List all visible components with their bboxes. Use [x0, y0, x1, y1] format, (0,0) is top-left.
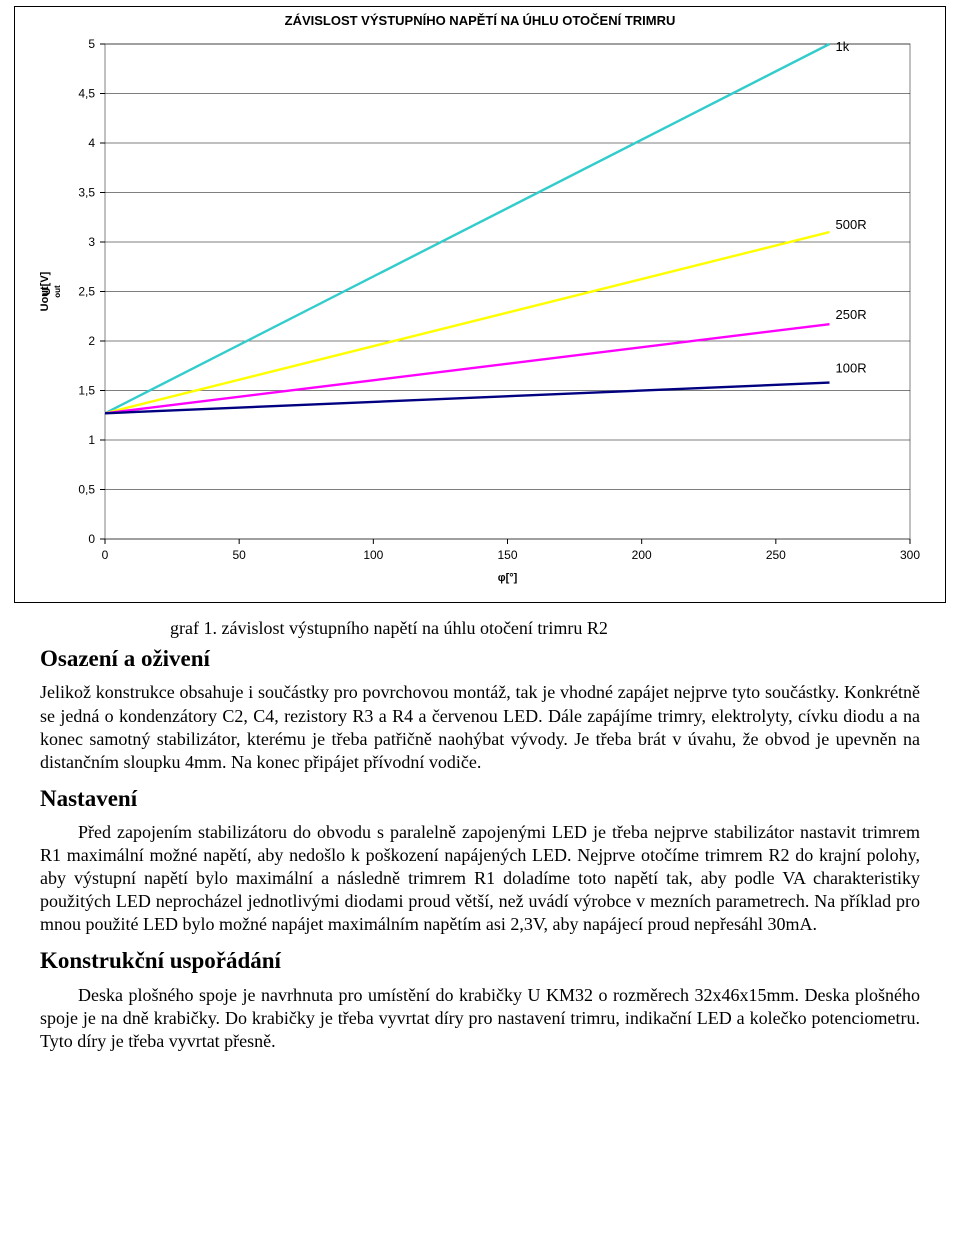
- document-body: graf 1. závislost výstupního napětí na ú…: [40, 617, 920, 1053]
- svg-text:2,5: 2,5: [78, 285, 95, 299]
- svg-text:200: 200: [632, 548, 652, 562]
- svg-text:2: 2: [88, 334, 95, 348]
- svg-text:4,5: 4,5: [78, 87, 95, 101]
- svg-text:50: 50: [232, 548, 246, 562]
- svg-text:500R: 500R: [836, 217, 867, 232]
- svg-text:φ[°]: φ[°]: [498, 572, 518, 584]
- svg-text:100: 100: [363, 548, 383, 562]
- heading-konstrukcni: Konstrukční uspořádání: [40, 946, 920, 975]
- svg-text:5: 5: [88, 37, 95, 51]
- svg-text:0: 0: [102, 548, 109, 562]
- chart-title: ZÁVISLOST VÝSTUPNÍHO NAPĚTÍ NA ÚHLU OTOČ…: [21, 13, 939, 28]
- svg-text:0,5: 0,5: [78, 483, 95, 497]
- svg-text:250: 250: [766, 548, 786, 562]
- svg-text:3,5: 3,5: [78, 186, 95, 200]
- heading-osazeni: Osazení a oživení: [40, 644, 920, 673]
- svg-text:Uout[V]: Uout[V]: [39, 271, 51, 311]
- svg-text:4: 4: [88, 136, 95, 150]
- paragraph-konstrukcni: Deska plošného spoje je navrhnuta pro um…: [40, 984, 920, 1053]
- heading-nastaveni: Nastavení: [40, 784, 920, 813]
- chart-container: ZÁVISLOST VÝSTUPNÍHO NAPĚTÍ NA ÚHLU OTOČ…: [14, 6, 946, 603]
- svg-text:250R: 250R: [836, 307, 867, 322]
- svg-text:150: 150: [497, 548, 517, 562]
- paragraph-osazeni: Jelikož konstrukce obsahuje i součástky …: [40, 681, 920, 773]
- figure-caption: graf 1. závislost výstupního napětí na ú…: [40, 617, 920, 640]
- svg-text:1: 1: [88, 433, 95, 447]
- svg-text:1k: 1k: [836, 39, 850, 54]
- svg-text:100R: 100R: [836, 361, 867, 376]
- svg-text:1,5: 1,5: [78, 384, 95, 398]
- svg-text:3: 3: [88, 235, 95, 249]
- svg-text:300: 300: [900, 548, 920, 562]
- line-chart: 00,511,522,533,544,55050100150200250300φ…: [21, 34, 939, 594]
- svg-text:out: out: [53, 285, 62, 298]
- svg-text:0: 0: [88, 532, 95, 546]
- paragraph-nastaveni: Před zapojením stabilizátoru do obvodu s…: [40, 821, 920, 936]
